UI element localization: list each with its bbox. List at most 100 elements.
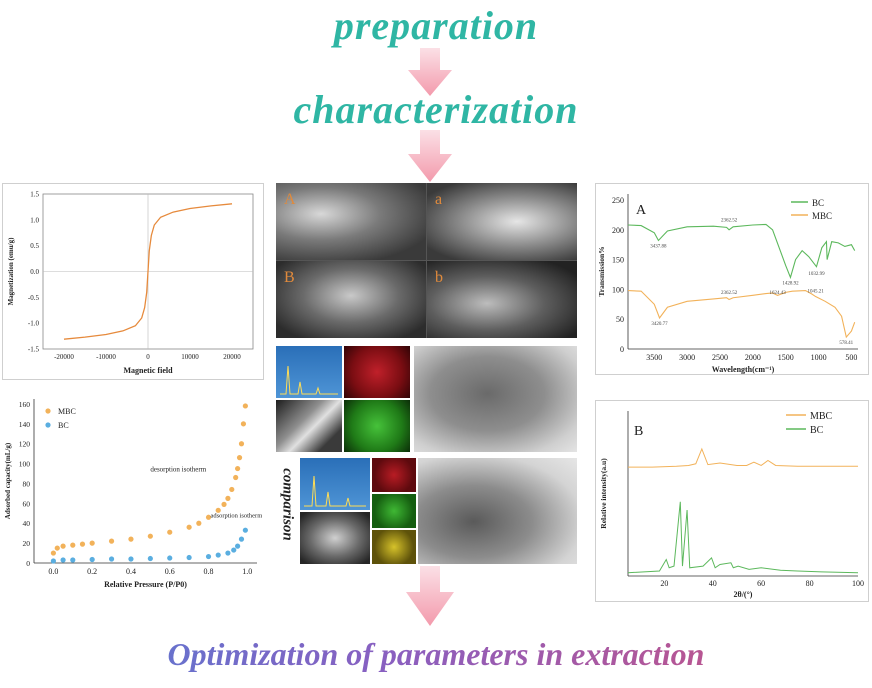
- eds-spectrum-bottom: [300, 458, 370, 510]
- peak-label-mbc: 1624.43: [769, 291, 786, 296]
- data-point-bc: [231, 547, 237, 553]
- panel-label-A: A: [636, 203, 647, 218]
- sem-label-b: b: [435, 269, 443, 286]
- y-axis-label: Transmission%: [597, 246, 606, 296]
- data-point-mbc: [167, 529, 173, 535]
- y-tick-label: 20: [23, 539, 31, 548]
- x-tick-label: 3500: [646, 353, 662, 362]
- annotation-adsorption: adsorption isotherm: [210, 512, 262, 519]
- y-tick-label: 50: [616, 315, 624, 324]
- y-axis-label: Relative intensity(a.u): [599, 458, 608, 529]
- data-point-bc: [70, 557, 76, 563]
- x-tick-label: 100: [852, 579, 864, 588]
- data-point-bc: [108, 556, 115, 562]
- comparison-label: comparison: [279, 468, 296, 541]
- x-tick-label: 0.6: [165, 567, 175, 576]
- eds-mapping-top: [276, 346, 410, 452]
- data-point-bc: [89, 556, 95, 563]
- y-tick-label: 120: [19, 440, 31, 449]
- peak-label-mbc: 2362.52: [721, 291, 738, 296]
- data-point-mbc: [196, 520, 202, 526]
- legend-marker-mbc: [45, 408, 51, 414]
- y-tick-label: 0: [620, 345, 624, 354]
- y-tick-label: 160: [19, 400, 31, 409]
- x-tick-label: 500: [845, 353, 857, 362]
- peak-label-mbc: 1045.21: [807, 289, 824, 294]
- eds-mapping-bottom: [300, 458, 416, 564]
- down-arrow-2: [408, 130, 452, 182]
- x-tick-label: 2000: [745, 353, 761, 362]
- y-tick-label: 0.5: [30, 242, 39, 250]
- data-point-mbc: [233, 474, 239, 481]
- y-tick-label: 100: [612, 285, 624, 294]
- x-tick-label: 0.0: [48, 567, 58, 576]
- data-point-mbc: [238, 441, 245, 447]
- data-point-mbc: [235, 465, 241, 472]
- data-point-bc: [147, 555, 153, 562]
- data-point-mbc: [50, 550, 56, 556]
- y-tick-label: 100: [19, 460, 31, 469]
- peak-label-mbc: 578.41: [839, 341, 853, 346]
- data-point-bc: [60, 557, 66, 563]
- x-tick-label: 0: [146, 353, 150, 361]
- data-point-mbc: [229, 486, 235, 493]
- annotation-desorption: desorption isotherm: [150, 466, 206, 474]
- y-tick-label: -1.0: [28, 320, 40, 328]
- ftir-chart: 3500 3000 2500 2000 1500 1000 500 0 50 100 150 200 2…: [597, 194, 858, 374]
- eds-electron-image-top: [276, 400, 342, 452]
- x-tick-label: 2500: [712, 353, 728, 362]
- y-tick-label: 80: [23, 479, 31, 488]
- data-point-mbc: [79, 541, 86, 547]
- x-tick-label: 10000: [181, 353, 199, 361]
- data-point-bc: [128, 556, 134, 562]
- legend-label-bc: BC: [812, 198, 824, 208]
- magnetization-panel: -20000 -10000 0 10000 20000 1.5 1.0 0.5 0.0 -0.5 -…: [2, 183, 264, 380]
- data-point-bc: [205, 553, 212, 560]
- legend-label-mbc: MBC: [58, 407, 76, 416]
- heading-optimization: Optimization of parameters in extraction: [0, 636, 872, 673]
- y-tick-label: 1.0: [30, 216, 39, 224]
- data-point-mbc: [242, 403, 248, 409]
- y-axis-label: Adsorbed capacity(mL/g): [4, 442, 12, 519]
- eds-map-red-top: [344, 346, 410, 398]
- y-tick-label: 0.0: [30, 268, 39, 276]
- xrd-panel: 20 40 60 80 100 2θ/(°) Relative intensity(a.u)…: [595, 400, 869, 602]
- x-axis-label: 2θ/(°): [734, 590, 753, 599]
- y-tick-label: 150: [612, 256, 624, 265]
- legend-label-mbc: MBC: [810, 411, 833, 422]
- x-tick-label: 0.4: [126, 567, 136, 576]
- data-point-bc: [167, 555, 173, 561]
- legend-label-bc: BC: [58, 421, 69, 430]
- data-point-mbc: [60, 543, 66, 549]
- x-tick-label: -20000: [54, 353, 74, 361]
- data-point-mbc: [89, 540, 95, 546]
- xrd-line-bc: [627, 501, 859, 574]
- isotherm-chart: 0.0 0.2 0.4 0.6 0.8 1.0 0 20 40 60 80 100 120 140 160 R…: [4, 399, 262, 589]
- y-axis-label: Magnetization (emu/g): [7, 237, 15, 306]
- data-point-mbc: [54, 545, 60, 551]
- x-axis-label: Magnetic field: [123, 366, 173, 375]
- sem-image-grid: A a B b: [276, 183, 577, 338]
- data-point-mbc: [70, 542, 76, 548]
- y-tick-label: 40: [23, 519, 31, 528]
- y-tick-label: 200: [612, 226, 624, 235]
- legend-marker-bc: [45, 422, 51, 428]
- heading-preparation: preparation: [333, 3, 539, 48]
- xrd-chart: 20 40 60 80 100 2θ/(°) Relative intensity(a.u)…: [599, 411, 864, 599]
- sem-image-B: B: [276, 261, 426, 338]
- peak-label-bc: 1032.99: [808, 272, 825, 277]
- y-tick-label: 1.5: [30, 191, 39, 199]
- eds-spectrum-top: [276, 346, 342, 398]
- ftir-line-mbc: [627, 290, 856, 339]
- data-point-bc: [215, 552, 221, 558]
- data-point-mbc: [108, 538, 115, 544]
- data-point-mbc: [221, 501, 227, 507]
- data-point-bc: [242, 527, 248, 533]
- xrd-line-mbc: [628, 447, 858, 468]
- legend-label-mbc: MBC: [812, 211, 832, 221]
- x-tick-label: 1500: [778, 353, 794, 362]
- x-tick-label: 0.8: [204, 567, 214, 576]
- peak-label-bc: 3437.88: [650, 245, 667, 250]
- tem-image-bottom: [418, 458, 577, 564]
